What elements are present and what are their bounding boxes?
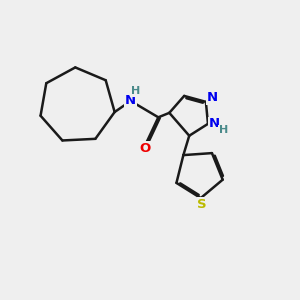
Text: N: N <box>206 91 218 104</box>
Text: N: N <box>209 117 220 130</box>
Text: H: H <box>130 86 140 96</box>
Text: H: H <box>219 125 228 135</box>
Text: S: S <box>197 198 207 211</box>
Text: N: N <box>125 94 136 107</box>
Text: O: O <box>139 142 151 155</box>
